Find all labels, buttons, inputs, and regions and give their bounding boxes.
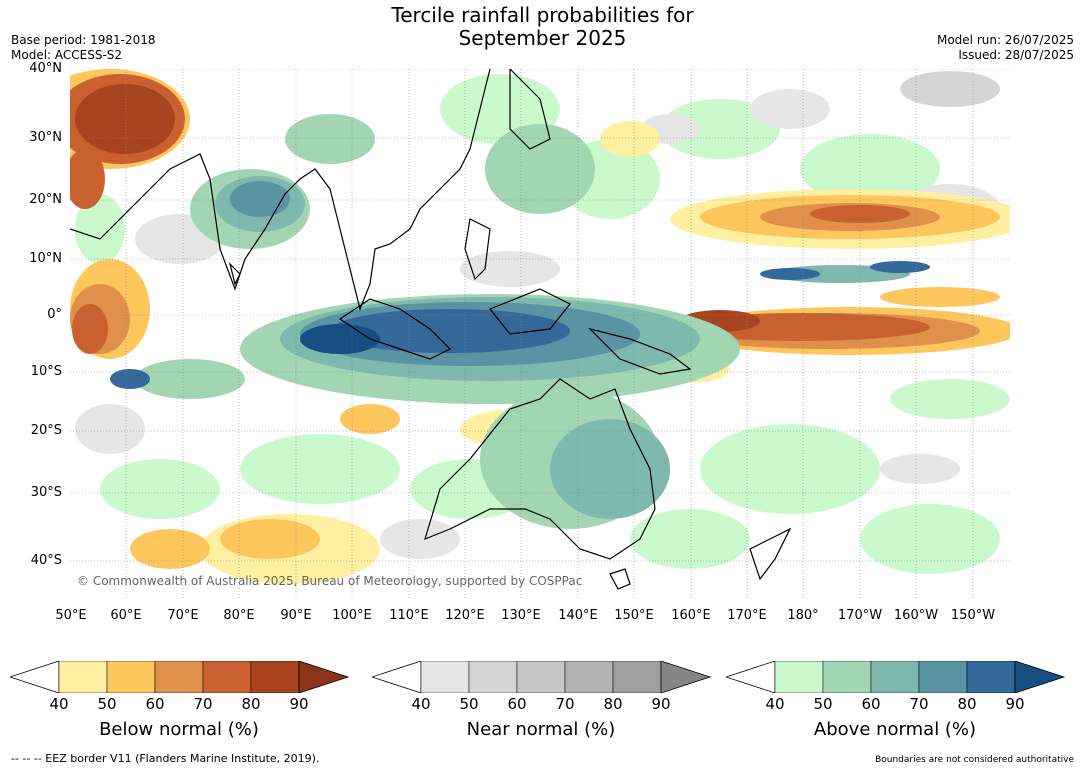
- lat-label: 20°S: [30, 423, 62, 438]
- colorbar-tick: 60: [145, 695, 165, 713]
- colorbar-tick: 70: [555, 695, 575, 713]
- issued-date: Issued: 28/07/2025: [958, 48, 1074, 62]
- lon-label: 70°E: [167, 608, 199, 623]
- lon-label: 60°E: [110, 608, 142, 623]
- lon-label: 100°E: [332, 608, 372, 623]
- colorbar-below: [10, 661, 350, 693]
- lon-label: 110°E: [389, 608, 429, 623]
- colorbar-tick: 70: [909, 695, 929, 713]
- colorbar-tick: 90: [1005, 695, 1025, 713]
- lat-label: 40°N: [29, 61, 62, 76]
- lat-label: 10°N: [29, 251, 62, 266]
- lon-label: 140°E: [558, 608, 598, 623]
- title-line-2: September 2025: [458, 26, 627, 50]
- lon-label: 90°E: [280, 608, 312, 623]
- colorbar-tick: 60: [861, 695, 881, 713]
- colorbar-tick: 40: [765, 695, 785, 713]
- colorbar-tick: 40: [411, 695, 431, 713]
- colorbar-tick: 80: [957, 695, 977, 713]
- colorbar-label-near: Near normal (%): [466, 719, 616, 740]
- coastlines: [70, 69, 792, 590]
- field-above-normal: [110, 114, 930, 529]
- disclaimer: Boundaries are not considered authoritat…: [875, 755, 1074, 765]
- colorbar-tick: 50: [813, 695, 833, 713]
- lat-label: 30°S: [30, 485, 62, 500]
- colorbar-tick: 90: [289, 695, 309, 713]
- probability-map: [70, 69, 1010, 600]
- colorbar-tick: 50: [97, 695, 117, 713]
- lon-label: 50°E: [55, 608, 87, 623]
- field-above-light: [75, 74, 1010, 574]
- run-info: Model run: 26/07/2025 Issued: 28/07/2025: [937, 33, 1074, 63]
- base-period: Base period: 1981-2018: [11, 33, 156, 47]
- model-name: Model: ACCESS-S2: [11, 48, 123, 62]
- colorbar-label-below: Below normal (%): [99, 719, 259, 740]
- lon-label: 160°E: [671, 608, 711, 623]
- colorbar-tick: 80: [603, 695, 623, 713]
- lat-label: 10°S: [30, 364, 62, 379]
- lon-label: 160°W: [893, 608, 939, 623]
- lon-label: 80°E: [223, 608, 255, 623]
- lat-label: 30°N: [29, 130, 62, 145]
- title-line-1: Tercile rainfall probabilities for: [391, 3, 694, 27]
- lon-label: 150°W: [950, 608, 996, 623]
- lon-label: 150°E: [614, 608, 654, 623]
- colorbar-near: [372, 661, 712, 693]
- lon-label: 170°W: [837, 608, 883, 623]
- colorbar-tick: 60: [507, 695, 527, 713]
- lon-label: 180°: [787, 608, 819, 623]
- colorbar-tick: 50: [459, 695, 479, 713]
- model-run-date: Model run: 26/07/2025: [936, 33, 1074, 47]
- colorbar-tick: 40: [49, 695, 69, 713]
- colorbar-tick: 80: [241, 695, 261, 713]
- base-period-info: Base period: 1981-2018 Model: ACCESS-S2: [11, 33, 156, 63]
- graticule: [70, 69, 1010, 600]
- copyright-notice: © Commonwealth of Australia 2025, Bureau…: [77, 574, 583, 588]
- lon-label: 170°E: [727, 608, 767, 623]
- lon-label: 130°E: [501, 608, 541, 623]
- eez-note: -- -- -- EEZ border V11 (Flanders Marine…: [11, 752, 320, 765]
- lat-label: 20°N: [29, 192, 62, 207]
- lat-label: 0°: [47, 307, 62, 322]
- colorbar-above: [726, 661, 1066, 693]
- colorbar-tick: 70: [193, 695, 213, 713]
- colorbar-label-above: Above normal (%): [813, 719, 977, 740]
- map-title: Tercile rainfall probabilities for Septe…: [0, 4, 1085, 50]
- lon-label: 120°E: [445, 608, 485, 623]
- lat-label: 40°S: [30, 553, 62, 568]
- colorbar-tick: 90: [651, 695, 671, 713]
